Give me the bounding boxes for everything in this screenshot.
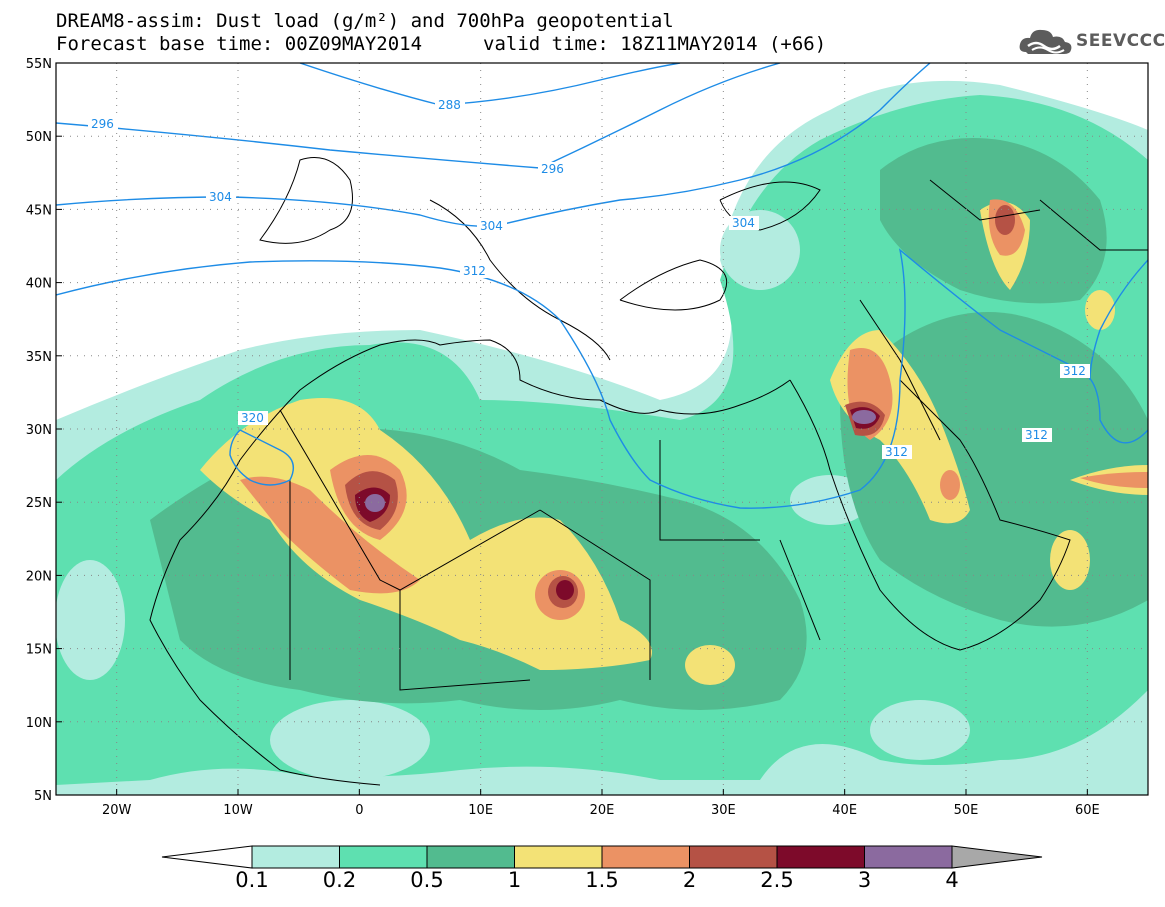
gridlines <box>56 63 1148 795</box>
cloud-icon <box>1019 29 1072 54</box>
lat-tick-label: 10N <box>26 716 52 731</box>
lat-tick-label: 40N <box>26 277 52 292</box>
forecast-base-time: Forecast base time: 00Z09MAY2014 <box>56 33 423 55</box>
contour-label: 296 <box>91 117 114 131</box>
colorbar-label: 1.5 <box>585 868 619 892</box>
lon-tick-label: 20W <box>102 803 132 818</box>
coastlines <box>149 157 1148 786</box>
map-title-line1: DREAM8-assim: Dust load (g/m²) and 700hP… <box>56 10 674 32</box>
contour-312 <box>56 248 1148 509</box>
colorbar-swatch <box>864 845 953 869</box>
contour-296 <box>56 63 781 169</box>
lon-tick-label: 40E <box>832 803 857 818</box>
contour-label: 312 <box>463 264 486 278</box>
contour-320 <box>229 429 294 486</box>
lat-tick-label: 30N <box>26 423 52 438</box>
lon-tick-label: 20E <box>590 803 615 818</box>
longitude-labels: 20W 10W 0 10E 20E 30E 40E 50E 60E <box>102 789 1100 818</box>
colorbar-label: 0.5 <box>410 868 444 892</box>
contour-label: 312 <box>885 445 908 459</box>
colorbar-swatch <box>251 845 340 869</box>
colorbar-over-arrow <box>951 845 1043 869</box>
colorbar-label: 1 <box>507 868 522 892</box>
colorbar-label: 2.5 <box>760 868 794 892</box>
contour-label: 304 <box>209 190 232 204</box>
colorbar-label: 2 <box>682 868 697 892</box>
lon-tick-label: 60E <box>1075 803 1100 818</box>
contour-label: 312 <box>1063 364 1086 378</box>
lon-tick-label: 0 <box>355 803 363 818</box>
lat-tick-label: 25N <box>26 496 52 511</box>
contour-label: 320 <box>241 411 264 425</box>
colorbar-swatch <box>689 845 778 869</box>
colorbar-swatch <box>514 845 603 869</box>
lon-tick-label: 50E <box>954 803 979 818</box>
contour-label: 304 <box>732 216 755 230</box>
contour-312-east <box>1089 259 1148 381</box>
colorbar-swatch <box>776 845 865 869</box>
colorbar-swatch <box>426 845 515 869</box>
map-area <box>56 63 1148 795</box>
colorbar-swatch <box>339 845 428 869</box>
contour-label: 304 <box>480 219 503 233</box>
dust-layer-3 <box>365 410 876 512</box>
lat-tick-label: 20N <box>26 569 52 584</box>
contour-label: 288 <box>438 98 461 112</box>
lat-tick-label: 45N <box>26 203 52 218</box>
valid-time: valid time: 18Z11MAY2014 (+66) <box>483 33 827 55</box>
colorbar-swatch <box>601 845 690 869</box>
contour-label: 296 <box>541 162 564 176</box>
colorbar-label: 4 <box>945 868 959 892</box>
contour-labels: 296 288 296 304 304 312 304 320 312 312 … <box>88 98 1090 459</box>
colorbar-label: 3 <box>857 868 872 892</box>
lat-tick-label: 5N <box>34 789 52 804</box>
colorbar-under-arrow <box>161 845 253 869</box>
lat-tick-label: 50N <box>26 130 52 145</box>
colorbar-label: 0.2 <box>322 868 357 892</box>
map-title-line2: Forecast base time: 00Z09MAY2014 valid ti… <box>56 33 826 55</box>
lat-tick-label: 35N <box>26 350 52 365</box>
contour-label: 312 <box>1025 428 1048 442</box>
seevccc-logo: SEEVCCC <box>1018 24 1165 58</box>
colorbar <box>161 845 1043 869</box>
colorbar-label: 0.1 <box>235 868 269 892</box>
lat-tick-label: 55N <box>26 57 52 72</box>
lon-tick-label: 10E <box>468 803 493 818</box>
contour-288 <box>299 63 681 106</box>
lat-tick-label: 15N <box>26 643 52 658</box>
lon-tick-label: 10W <box>223 803 253 818</box>
latitude-labels: 55N 50N 45N 40N 35N 30N 25N 20N 15N 10N 5N <box>26 57 62 804</box>
lon-tick-label: 30E <box>711 803 736 818</box>
logo-text: SEEVCCC <box>1076 31 1165 51</box>
